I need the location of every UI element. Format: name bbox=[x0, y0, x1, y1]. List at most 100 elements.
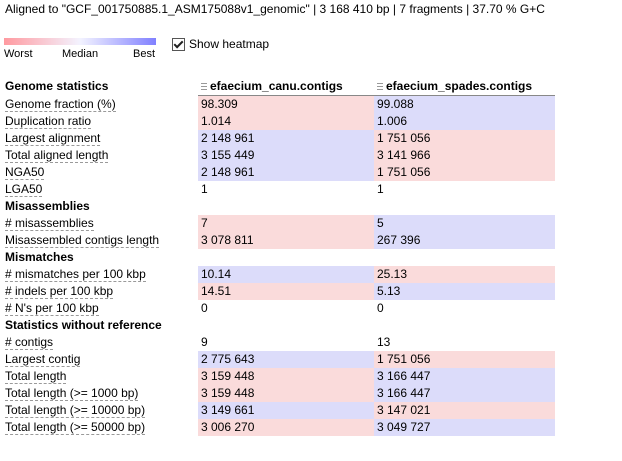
group-title: Mismatches bbox=[5, 250, 74, 264]
metric-value-cell: 99.088 bbox=[374, 95, 555, 113]
metric-name[interactable]: Total length (>= 10000 bp) bbox=[5, 403, 146, 418]
metric-name-cell: Total length bbox=[2, 368, 198, 385]
drag-handle-icon[interactable] bbox=[201, 82, 207, 91]
metric-value-cell: 3 166 447 bbox=[374, 385, 555, 402]
metric-name-cell: # N's per 100 kbp bbox=[2, 300, 198, 317]
assembly-name: efaecium_spades.contigs bbox=[386, 79, 533, 93]
metric-name-cell: Genome fraction (%) bbox=[2, 96, 198, 114]
metric-name[interactable]: Largest alignment bbox=[5, 131, 101, 146]
metric-value-cell: 1 751 056 bbox=[374, 164, 555, 181]
metric-value-cell: 13 bbox=[377, 335, 391, 349]
metric-value-cell: 3 078 811 bbox=[198, 232, 374, 249]
metric-value-cell: 3 155 449 bbox=[198, 147, 374, 164]
metric-name-cell: Total length (>= 50000 bp) bbox=[2, 419, 198, 436]
metric-value-cell: 0 bbox=[201, 301, 208, 315]
table-row: # mismatches per 100 kbp 10.14 25.13 bbox=[2, 266, 555, 283]
show-heatmap-checkbox[interactable] bbox=[172, 37, 185, 51]
metric-value-cell: 1 751 056 bbox=[374, 351, 555, 368]
assembly-column-header[interactable]: efaecium_canu.contigs bbox=[198, 78, 374, 96]
metric-name[interactable]: Total length (>= 1000 bp) bbox=[5, 386, 139, 401]
group-title-genome-statistics: Genome statistics bbox=[5, 79, 109, 94]
metric-name[interactable]: Total aligned length bbox=[5, 148, 109, 163]
show-heatmap-label[interactable]: Show heatmap bbox=[189, 37, 270, 51]
metric-value-cell: 1 bbox=[377, 182, 384, 196]
table-row: Largest alignment 2 148 961 1 751 056 bbox=[2, 130, 555, 147]
metric-name[interactable]: # mismatches per 100 kbp bbox=[5, 267, 146, 282]
metric-name-cell: Largest alignment bbox=[2, 130, 198, 147]
metric-value-cell: 7 bbox=[198, 215, 374, 232]
metric-name[interactable]: Total length (>= 50000 bp) bbox=[5, 420, 146, 435]
table-row: # N's per 100 kbp 0 0 bbox=[2, 300, 555, 317]
metric-name-cell: LGA50 bbox=[2, 181, 198, 198]
drag-handle-icon[interactable] bbox=[377, 82, 383, 91]
legend-worst-label: Worst bbox=[4, 48, 33, 60]
quast-report-table: Genome statistics efaecium_canu.contigs … bbox=[2, 78, 555, 436]
metric-name[interactable]: # indels per 100 kbp bbox=[5, 284, 114, 299]
table-row: Misassembled contigs length 3 078 811 267 … bbox=[2, 232, 555, 249]
metric-value-cell: 1.014 bbox=[198, 113, 374, 130]
metric-name[interactable]: Misassembled contigs length bbox=[5, 233, 160, 248]
metric-name[interactable]: Genome fraction (%) bbox=[5, 96, 116, 112]
metric-name[interactable]: # contigs bbox=[5, 335, 54, 350]
metric-value-cell: 3 006 270 bbox=[198, 419, 374, 436]
group-title-row: Statistics without reference bbox=[2, 317, 555, 334]
metric-name[interactable]: Duplication ratio bbox=[5, 114, 92, 129]
table-row: Duplication ratio 1.014 1.006 bbox=[2, 113, 555, 130]
metric-value-cell: 2 148 961 bbox=[198, 130, 374, 147]
metric-value-cell: 3 147 021 bbox=[374, 402, 555, 419]
table-row: NGA50 2 148 961 1 751 056 bbox=[2, 164, 555, 181]
metric-value-cell: 5 bbox=[374, 215, 555, 232]
table-row: Total length (>= 50000 bp) 3 006 270 3 049… bbox=[2, 419, 555, 436]
assembly-name: efaecium_canu.contigs bbox=[210, 79, 343, 93]
heatmap-legend: Worst Median Best bbox=[4, 34, 164, 62]
metric-value-cell: 3 141 966 bbox=[374, 147, 555, 164]
table-row: Genome fraction (%) 98.309 99.088 bbox=[2, 95, 555, 114]
group-title-row: Misassemblies bbox=[2, 198, 555, 215]
table-row: # misassemblies 7 5 bbox=[2, 215, 555, 232]
metric-value-cell: 1 bbox=[201, 182, 208, 196]
table-row: Total aligned length 3 155 449 3 141 966 bbox=[2, 147, 555, 164]
metric-value-cell: 3 166 447 bbox=[374, 368, 555, 385]
legend-best-label: Best bbox=[133, 48, 156, 60]
legend-median-label: Median bbox=[62, 48, 99, 60]
table-row: LGA50 1 1 bbox=[2, 181, 555, 198]
metric-name[interactable]: # misassemblies bbox=[5, 216, 94, 231]
metric-value-cell: 3 049 727 bbox=[374, 419, 555, 436]
metric-name-cell: NGA50 bbox=[2, 164, 198, 181]
metric-name[interactable]: NGA50 bbox=[5, 165, 45, 180]
metric-value-cell: 2 148 961 bbox=[198, 164, 374, 181]
metric-value-cell: 2 775 643 bbox=[198, 351, 374, 368]
metric-name-cell: Duplication ratio bbox=[2, 113, 198, 130]
metric-value-cell: 9 bbox=[201, 335, 208, 349]
metric-name-cell: # misassemblies bbox=[2, 215, 198, 232]
metric-name[interactable]: # N's per 100 kbp bbox=[5, 301, 99, 316]
metric-name-cell: # mismatches per 100 kbp bbox=[2, 266, 198, 283]
metric-value-cell: 0 bbox=[377, 301, 384, 315]
metric-name-cell: Total length (>= 1000 bp) bbox=[2, 385, 198, 402]
metric-value-cell: 98.309 bbox=[198, 95, 374, 113]
table-row: # indels per 100 kbp 14.51 5.13 bbox=[2, 283, 555, 300]
metric-value-cell: 1.006 bbox=[374, 113, 555, 130]
metric-name-cell: # contigs bbox=[2, 334, 198, 351]
metric-name-cell: # indels per 100 kbp bbox=[2, 283, 198, 300]
show-heatmap-toggle[interactable]: Show heatmap bbox=[172, 36, 269, 52]
table-row: # contigs 9 13 bbox=[2, 334, 555, 351]
metric-value-cell: 267 396 bbox=[374, 232, 555, 249]
metric-name[interactable]: Total length bbox=[5, 369, 67, 384]
metric-value-cell: 5.13 bbox=[374, 283, 555, 300]
assembly-column-header[interactable]: efaecium_spades.contigs bbox=[374, 78, 555, 96]
table-row: Total length (>= 1000 bp) 3 159 448 3 166 … bbox=[2, 385, 555, 402]
metric-name-cell: Misassembled contigs length bbox=[2, 232, 198, 249]
heatmap-gradient-bar bbox=[4, 38, 156, 45]
metric-value-cell: 10.14 bbox=[198, 266, 374, 283]
metric-value-cell: 25.13 bbox=[374, 266, 555, 283]
metric-value-cell: 14.51 bbox=[198, 283, 374, 300]
metric-value-cell: 3 159 448 bbox=[198, 368, 374, 385]
metric-name-cell: Total aligned length bbox=[2, 147, 198, 164]
metric-name-cell: Largest contig bbox=[2, 351, 198, 368]
metric-name[interactable]: LGA50 bbox=[5, 182, 43, 197]
table-row: Total length (>= 10000 bp) 3 149 661 3 147… bbox=[2, 402, 555, 419]
metric-name[interactable]: Largest contig bbox=[5, 352, 81, 367]
metric-value-cell: 3 149 661 bbox=[198, 402, 374, 419]
metric-name-cell: Total length (>= 10000 bp) bbox=[2, 402, 198, 419]
